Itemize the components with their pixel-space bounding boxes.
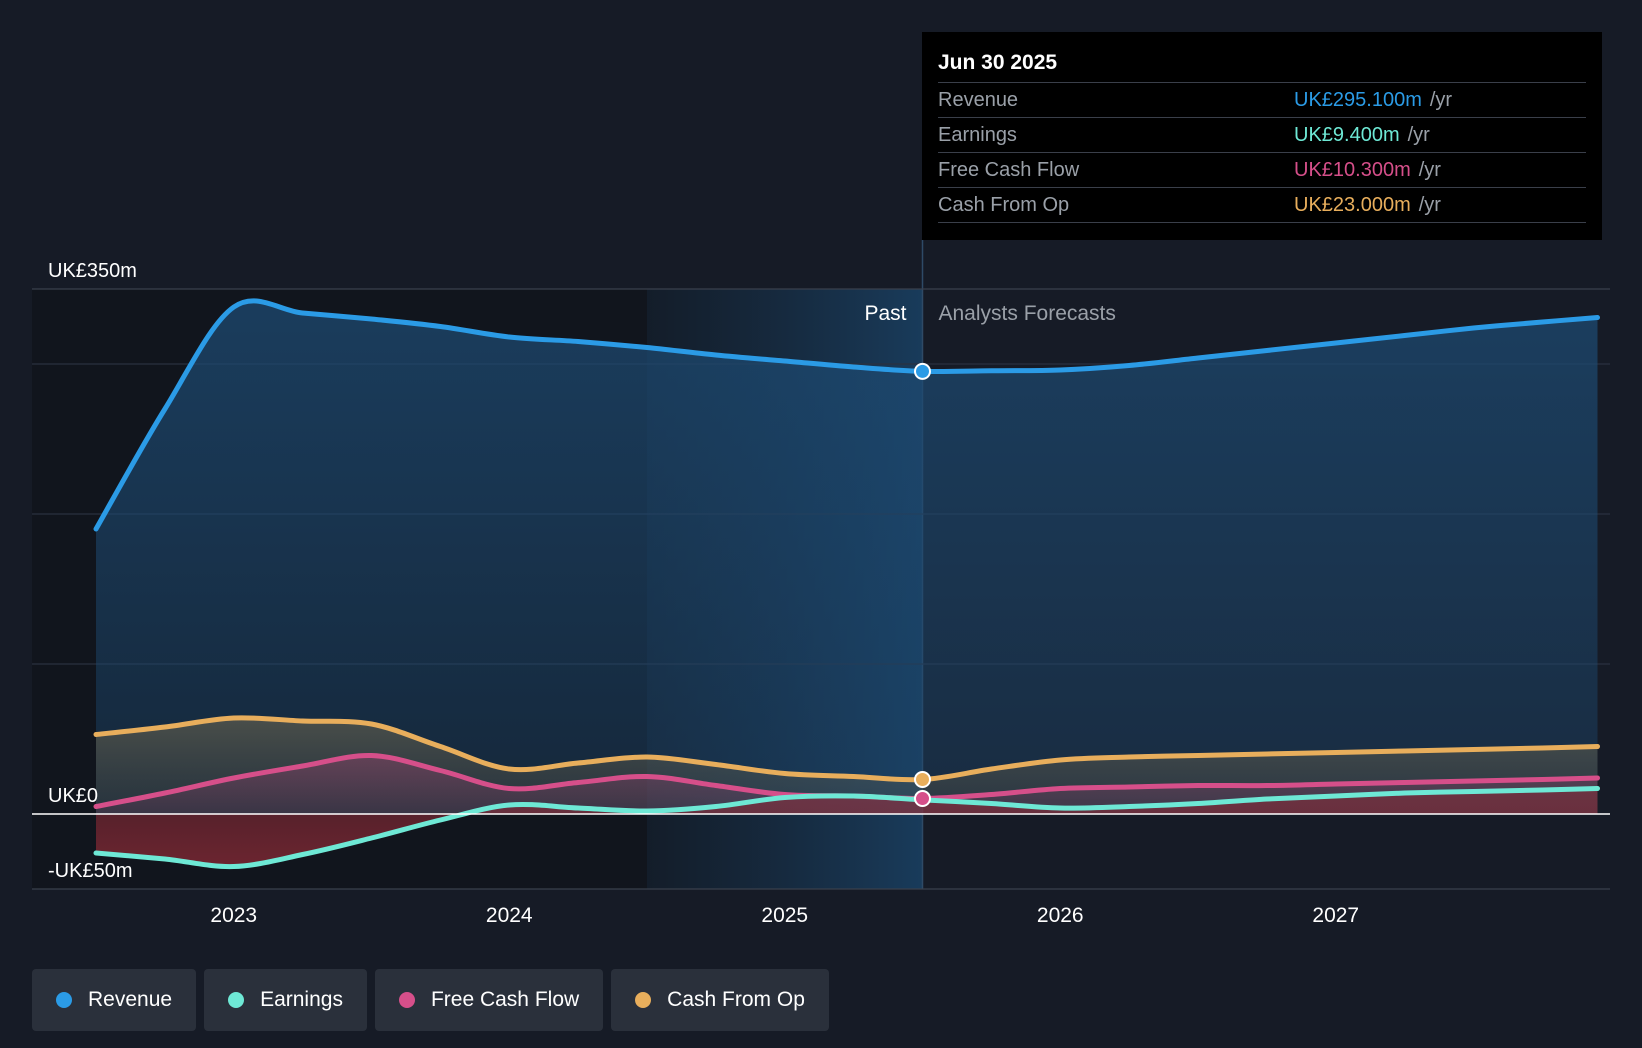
y-tick-label: UK£0 [48,785,98,807]
tooltip-value: UK£10.300m [1294,159,1411,181]
tooltip-value: UK£295.100m [1294,89,1422,111]
legend-label: Revenue [88,988,173,1011]
tooltip-unit: /yr [1418,194,1441,216]
tooltip-row-revenue: Revenue UK£295.100m /yr [938,82,1586,117]
earnings-line [93,786,1600,870]
legend-label: Earnings [260,988,343,1011]
chart: UK£350m UK£0 -UK£50m 2023 2024 2025 2026 2027 Pa… [32,240,1610,927]
tooltip-value: UK£9.400m [1294,124,1400,146]
x-tick-label: 2026 [1037,904,1084,927]
legend-item-cash-from-op[interactable]: Cash From Op [611,969,829,1031]
tooltip-unit: /yr [1407,124,1430,146]
legend-dot-icon [228,992,245,1008]
x-tick-label: 2027 [1312,904,1359,927]
legend-dot-icon [56,992,72,1008]
y-tick-label: -UK£50m [48,860,132,882]
tooltip-row-cash-from-op: Cash From Op UK£23.000m /yr [938,187,1586,223]
tooltip-label: Free Cash Flow [938,159,1080,181]
revenue-marker [914,362,931,380]
tooltip-unit: /yr [1418,159,1441,181]
cash-from-op-line [93,715,1600,783]
legend-item-revenue[interactable]: Revenue [32,969,197,1031]
tooltip-row-free-cash-flow: Free Cash Flow UK£10.300m /yr [938,152,1586,187]
tooltip-date: Jun 30 2025 [938,51,1058,74]
y-tick-label: UK£350m [48,260,137,282]
free-cash-flow-area [96,755,1598,814]
tooltip-label: Earnings [938,124,1017,146]
tooltip-label: Revenue [938,89,1019,111]
tooltip-label: Cash From Op [938,194,1070,216]
revenue-area [96,300,1598,815]
tooltip-value: UK£23.000m [1294,194,1411,216]
x-tick-label: 2025 [761,904,808,927]
earnings-area [96,788,1598,867]
legend-item-free-cash-flow[interactable]: Free Cash Flow [374,969,604,1031]
legend-label: Cash From Op [667,988,805,1011]
past-label: Past [864,302,906,325]
legend-item-earnings[interactable]: Earnings [204,969,367,1031]
tooltip: Jun 30 2025 Revenue UK£295.100m /yr Earn… [922,32,1602,240]
cash-from-op-marker [914,771,931,788]
legend-dot-icon [635,992,652,1008]
legend: Revenue Earnings Free Cash Flow Cash Fro… [32,969,829,1031]
forecast-label: Analysts Forecasts [939,302,1116,325]
legend-dot-icon [398,992,415,1008]
revenue-line [93,298,1600,532]
x-tick-label: 2024 [486,904,533,927]
tooltip-row-earnings: Earnings UK£9.400m /yr [938,117,1586,152]
legend-label: Free Cash Flow [430,988,580,1011]
tooltip-unit: /yr [1429,89,1453,111]
free-cash-flow-marker [914,790,931,808]
x-tick-label: 2023 [210,904,257,927]
